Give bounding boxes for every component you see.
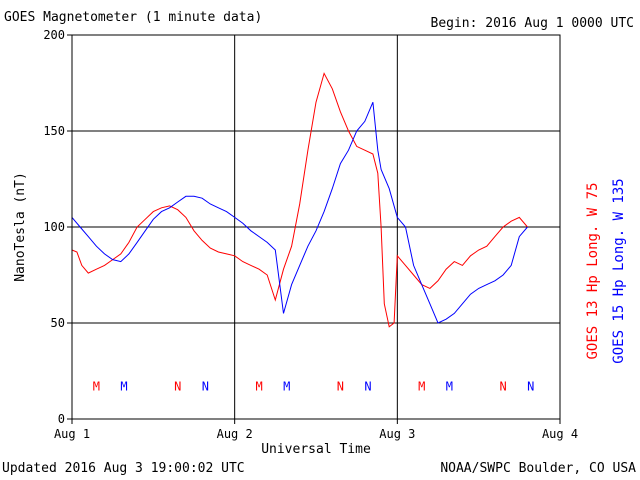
credit-text: NOAA/SWPC Boulder, CO USA bbox=[440, 461, 636, 476]
y-axis-title: NanoTesla (nT) bbox=[13, 172, 28, 282]
y-tick-label-4: 200 bbox=[43, 28, 65, 42]
x-tick-label-2: Aug 3 bbox=[379, 427, 415, 441]
grid-layer bbox=[72, 35, 560, 419]
marker-m-0: M bbox=[93, 379, 100, 393]
y-tick-label-2: 100 bbox=[43, 220, 65, 234]
marker-m-5: M bbox=[283, 379, 290, 393]
x-tick-label-1: Aug 2 bbox=[217, 427, 253, 441]
legend-label-goes15: GOES 15 Hp Long. W 135 bbox=[611, 178, 627, 363]
marker-n-6: N bbox=[337, 379, 344, 393]
y-tick-label-3: 150 bbox=[43, 124, 65, 138]
marker-n-7: N bbox=[364, 379, 371, 393]
marker-m-8: M bbox=[418, 379, 425, 393]
x-axis-title: Universal Time bbox=[261, 442, 371, 457]
series-line-goes15 bbox=[71, 102, 528, 324]
marker-m-1: M bbox=[120, 379, 127, 393]
side-layer: GOES 13 Hp Long. W 75 GOES 15 Hp Long. W … bbox=[585, 178, 627, 363]
x-tick-label-0: Aug 1 bbox=[54, 427, 90, 441]
marker-n-3: N bbox=[202, 379, 209, 393]
legend-label-goes13: GOES 13 Hp Long. W 75 bbox=[585, 182, 601, 359]
x-tick-label-3: Aug 4 bbox=[542, 427, 578, 441]
series-line-goes13 bbox=[71, 72, 528, 328]
chart-title: GOES Magnetometer (1 minute data) bbox=[4, 10, 263, 25]
marker-m-9: M bbox=[446, 379, 453, 393]
y-tick-label-0: 0 bbox=[58, 412, 65, 426]
marker-n-2: N bbox=[174, 379, 181, 393]
begin-time: Begin: 2016 Aug 1 0000 UTC bbox=[430, 16, 635, 31]
tick-layer: 0 50 100 150 200 Aug 1 Aug 2 Aug 3 Aug 4 bbox=[43, 28, 578, 441]
series-layer bbox=[71, 72, 528, 328]
marker-n-11: N bbox=[527, 379, 534, 393]
marker-m-4: M bbox=[255, 379, 262, 393]
y-tick-label-1: 50 bbox=[51, 316, 65, 330]
updated-timestamp: Updated 2016 Aug 3 19:00:02 UTC bbox=[2, 461, 245, 476]
marker-n-10: N bbox=[499, 379, 506, 393]
